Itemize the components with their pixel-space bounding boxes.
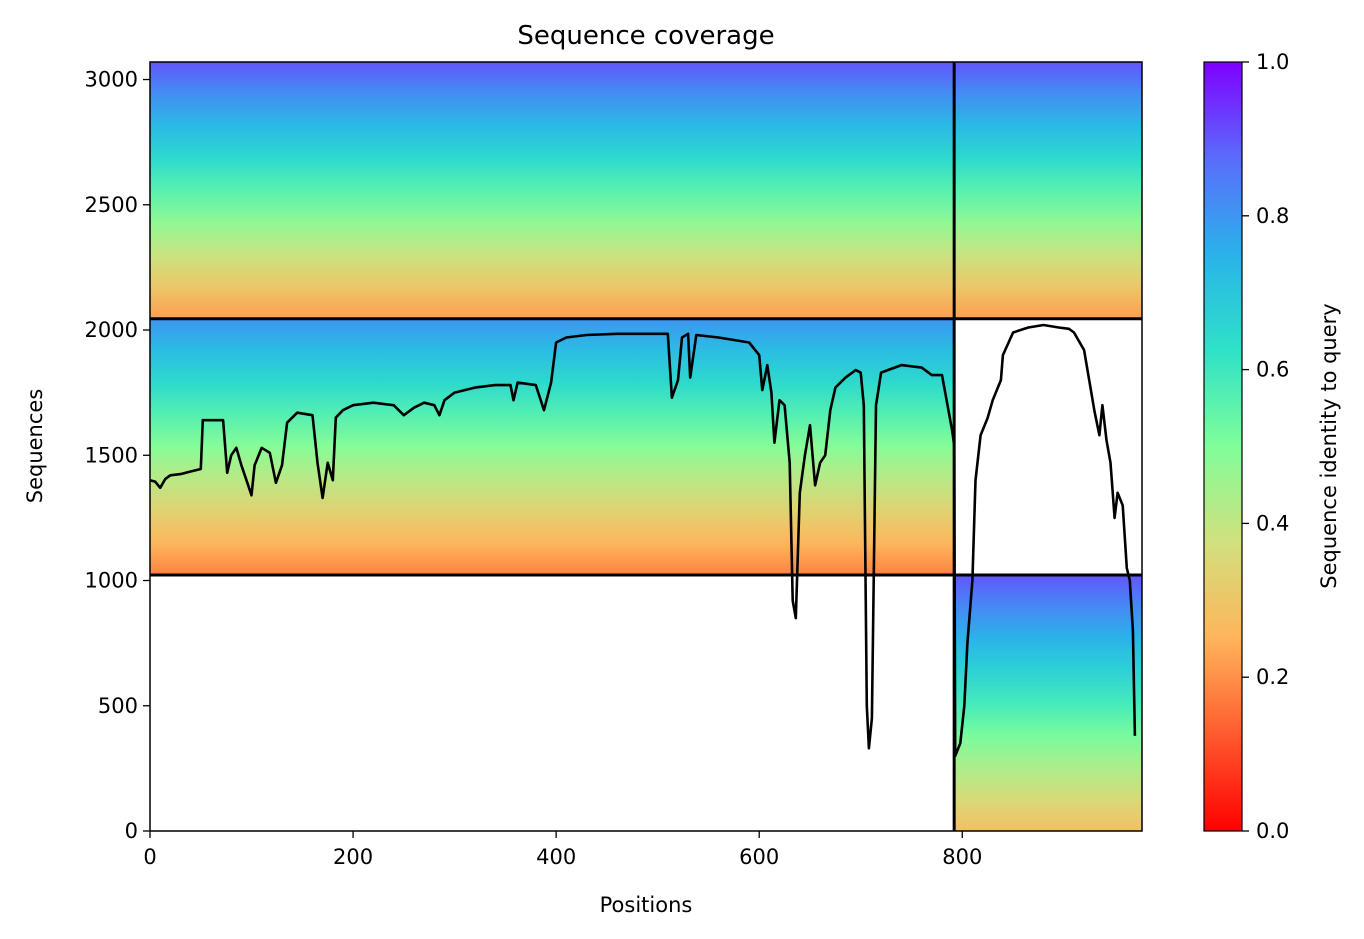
colorbar-tick-label: 0.4 <box>1256 511 1289 535</box>
colorbar <box>1203 61 1243 832</box>
x-tick-label: 400 <box>536 845 576 869</box>
coverage-block <box>150 62 955 319</box>
colorbar-tick-label: 0.6 <box>1256 358 1289 382</box>
colorbar-label: Sequence identity to query <box>1317 303 1341 588</box>
y-tick-label: 2000 <box>85 318 138 342</box>
colorbar-tick-label: 0.0 <box>1256 819 1289 843</box>
y-tick-label: 3000 <box>85 68 138 92</box>
y-tick-label: 1000 <box>85 569 138 593</box>
series-group <box>150 323 1137 758</box>
plot-frame <box>149 61 1143 832</box>
y-tick-label: 500 <box>98 694 138 718</box>
coverage-line <box>150 323 1137 758</box>
x-tick-label: 600 <box>739 845 779 869</box>
y-tick-label: 2500 <box>85 193 138 217</box>
y-tick-label: 1500 <box>85 443 138 467</box>
x-axis-label: Positions <box>600 893 693 917</box>
coverage-block <box>954 62 1142 319</box>
colorbar-tick-label: 0.2 <box>1256 665 1289 689</box>
y-axis: 0 500 1000 1500 2000 2500 3000 <box>85 68 150 843</box>
coverage-block <box>150 318 955 576</box>
coverage-blocks <box>150 62 1142 831</box>
colorbar-tick-label: 1.0 <box>1256 50 1289 74</box>
x-tick-label: 0 <box>143 845 156 869</box>
chart-title: Sequence coverage <box>517 21 774 51</box>
x-tick-label: 200 <box>333 845 373 869</box>
x-tick-label: 800 <box>942 845 982 869</box>
colorbar-axis: 0.0 0.2 0.4 0.6 0.8 1.0 <box>1242 50 1289 843</box>
coverage-block <box>954 575 1142 831</box>
x-axis: 0 200 400 600 800 <box>143 831 982 869</box>
y-tick-label: 0 <box>125 819 138 843</box>
colorbar-tick-label: 0.8 <box>1256 204 1289 228</box>
y-axis-label: Sequences <box>23 389 47 504</box>
